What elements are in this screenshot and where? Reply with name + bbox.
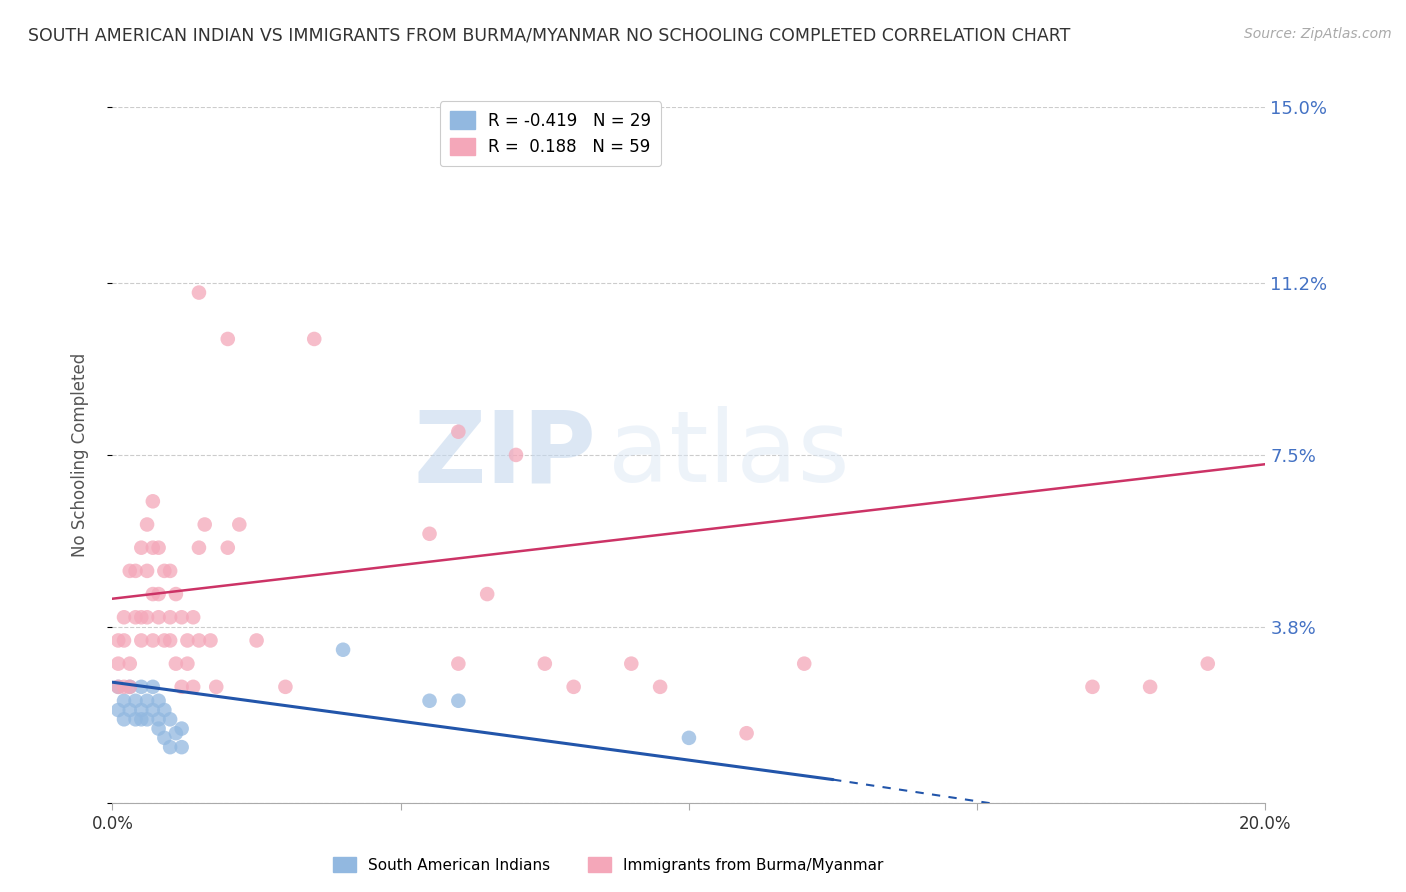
Point	[136, 517, 159, 532]
Point	[148, 610, 170, 624]
Point	[142, 703, 165, 717]
Point	[205, 680, 228, 694]
Point	[181, 680, 204, 694]
Point	[475, 587, 498, 601]
Point	[274, 680, 297, 694]
Point	[678, 731, 700, 745]
Point	[447, 425, 470, 439]
Point	[217, 541, 239, 555]
Point	[112, 712, 135, 726]
Text: atlas: atlas	[609, 407, 849, 503]
Text: Source: ZipAtlas.com: Source: ZipAtlas.com	[1244, 27, 1392, 41]
Point	[112, 680, 135, 694]
Point	[165, 587, 187, 601]
Point	[129, 610, 153, 624]
Point	[533, 657, 555, 671]
Text: SOUTH AMERICAN INDIAN VS IMMIGRANTS FROM BURMA/MYANMAR NO SCHOOLING COMPLETED CO: SOUTH AMERICAN INDIAN VS IMMIGRANTS FROM…	[28, 27, 1070, 45]
Point	[136, 694, 159, 708]
Point	[142, 680, 165, 694]
Point	[188, 285, 211, 300]
Point	[165, 726, 187, 740]
Point	[112, 694, 135, 708]
Point	[136, 564, 159, 578]
Point	[129, 703, 153, 717]
Point	[148, 712, 170, 726]
Point	[1081, 680, 1104, 694]
Point	[153, 564, 176, 578]
Point	[118, 657, 141, 671]
Point	[159, 740, 181, 755]
Point	[148, 694, 170, 708]
Point	[107, 680, 129, 694]
Point	[304, 332, 326, 346]
Point	[170, 722, 193, 736]
Point	[419, 526, 441, 541]
Point	[332, 642, 354, 657]
Point	[159, 610, 181, 624]
Point	[194, 517, 217, 532]
Point	[648, 680, 672, 694]
Point	[129, 541, 153, 555]
Point	[620, 657, 643, 671]
Point	[505, 448, 527, 462]
Point	[136, 610, 159, 624]
Point	[118, 680, 141, 694]
Point	[735, 726, 758, 740]
Point	[142, 494, 165, 508]
Text: ZIP: ZIP	[413, 407, 596, 503]
Point	[124, 712, 146, 726]
Point	[136, 712, 159, 726]
Point	[165, 657, 187, 671]
Point	[107, 703, 129, 717]
Point	[107, 680, 129, 694]
Point	[107, 657, 129, 671]
Point	[228, 517, 250, 532]
Point	[245, 633, 267, 648]
Point	[181, 610, 204, 624]
Point	[153, 731, 176, 745]
Point	[176, 657, 198, 671]
Point	[129, 712, 153, 726]
Point	[142, 633, 165, 648]
Point	[188, 633, 211, 648]
Point	[170, 680, 193, 694]
Point	[118, 680, 141, 694]
Point	[124, 564, 146, 578]
Point	[107, 633, 129, 648]
Point	[200, 633, 222, 648]
Point	[112, 610, 135, 624]
Point	[170, 610, 193, 624]
Point	[1139, 680, 1161, 694]
Point	[447, 657, 470, 671]
Point	[153, 703, 176, 717]
Y-axis label: No Schooling Completed: No Schooling Completed	[70, 353, 89, 557]
Point	[142, 587, 165, 601]
Point	[124, 610, 146, 624]
Point	[148, 722, 170, 736]
Point	[1197, 657, 1219, 671]
Point	[188, 541, 211, 555]
Point	[793, 657, 815, 671]
Point	[159, 633, 181, 648]
Point	[176, 633, 198, 648]
Legend: South American Indians, Immigrants from Burma/Myanmar: South American Indians, Immigrants from …	[326, 850, 890, 879]
Point	[217, 332, 239, 346]
Point	[159, 712, 181, 726]
Point	[129, 633, 153, 648]
Point	[118, 703, 141, 717]
Point	[170, 740, 193, 755]
Point	[148, 541, 170, 555]
Point	[159, 564, 181, 578]
Point	[148, 587, 170, 601]
Point	[447, 694, 470, 708]
Point	[124, 694, 146, 708]
Point	[118, 564, 141, 578]
Point	[142, 541, 165, 555]
Point	[129, 680, 153, 694]
Point	[419, 694, 441, 708]
Point	[153, 633, 176, 648]
Point	[562, 680, 585, 694]
Point	[112, 633, 135, 648]
